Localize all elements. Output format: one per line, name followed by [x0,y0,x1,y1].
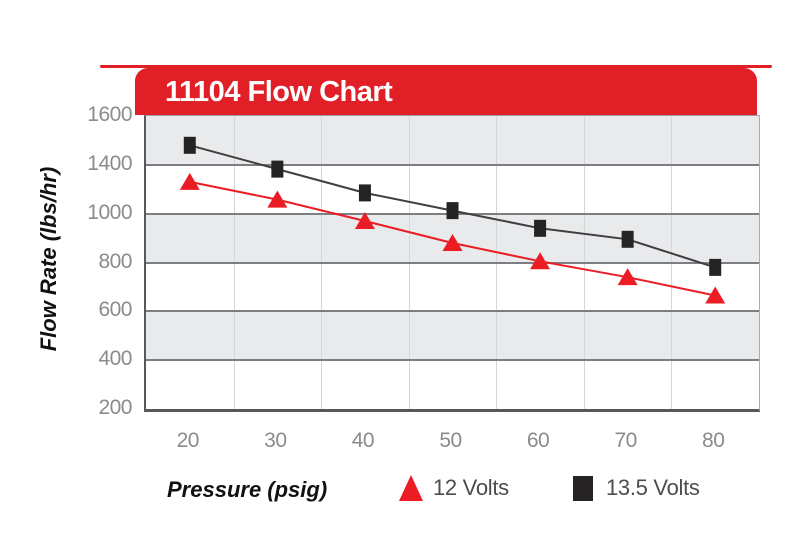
y-tick-label: 400 [98,347,132,371]
square-marker [358,184,371,202]
y-tick-label: 800 [98,249,132,273]
triangle-marker [179,172,200,190]
accent-line [100,65,772,68]
x-tick-label: 40 [351,429,375,452]
triangle-marker [530,252,551,270]
plot-band [146,360,759,409]
legend-item-12-volts: 12 Volts [399,475,509,501]
square-marker [446,202,459,220]
h-gridline [146,163,759,166]
x-tick-label: 50 [439,429,462,452]
triangle-marker [617,268,638,286]
y-tick-label: 600 [98,298,132,322]
square-marker [183,136,196,154]
series-plot [179,136,726,304]
legend-label: 12 Volts [433,475,509,500]
triangle-marker [442,233,463,251]
plot-band [146,262,759,312]
x-tick-label: 30 [264,429,287,452]
x-tick-label: 80 [702,429,725,452]
y-axis-title: Flow Rate (lbs/hr) [36,166,61,352]
square-marker [621,230,634,248]
legend-label: 13.5 Volts [606,475,700,500]
series-12-volts [179,172,726,304]
title-banner: 11104 Flow Chart [135,68,757,115]
series-13-5-volts [183,136,722,276]
chart-title: 11104 Flow Chart [165,76,393,108]
plot-band [146,311,759,361]
triangle-marker [267,190,288,208]
h-gridline [146,261,759,264]
plot-band [146,116,759,165]
triangle-marker [354,211,375,229]
h-gridline [146,359,759,362]
triangle-legend-icon [399,475,423,501]
square-legend-icon [573,475,593,501]
y-tick-label: 200 [98,396,132,419]
x-axis-title: Pressure (psig) [167,477,328,502]
square-marker [709,258,722,276]
y-tick-label: 1600 [87,103,132,126]
square-marker [534,219,547,237]
x-tick-label: 20 [176,429,200,452]
y-tick-label: 1400 [87,151,132,175]
y-tick-label: 1000 [87,200,132,224]
plot-area [144,115,760,412]
triangle-marker [705,286,726,304]
legend-item-13-5-volts: 13.5 Volts [573,475,700,501]
square-marker [271,160,284,178]
x-tick-label: 60 [526,429,550,452]
x-tick-label: 70 [614,429,637,452]
h-gridline [146,310,759,313]
